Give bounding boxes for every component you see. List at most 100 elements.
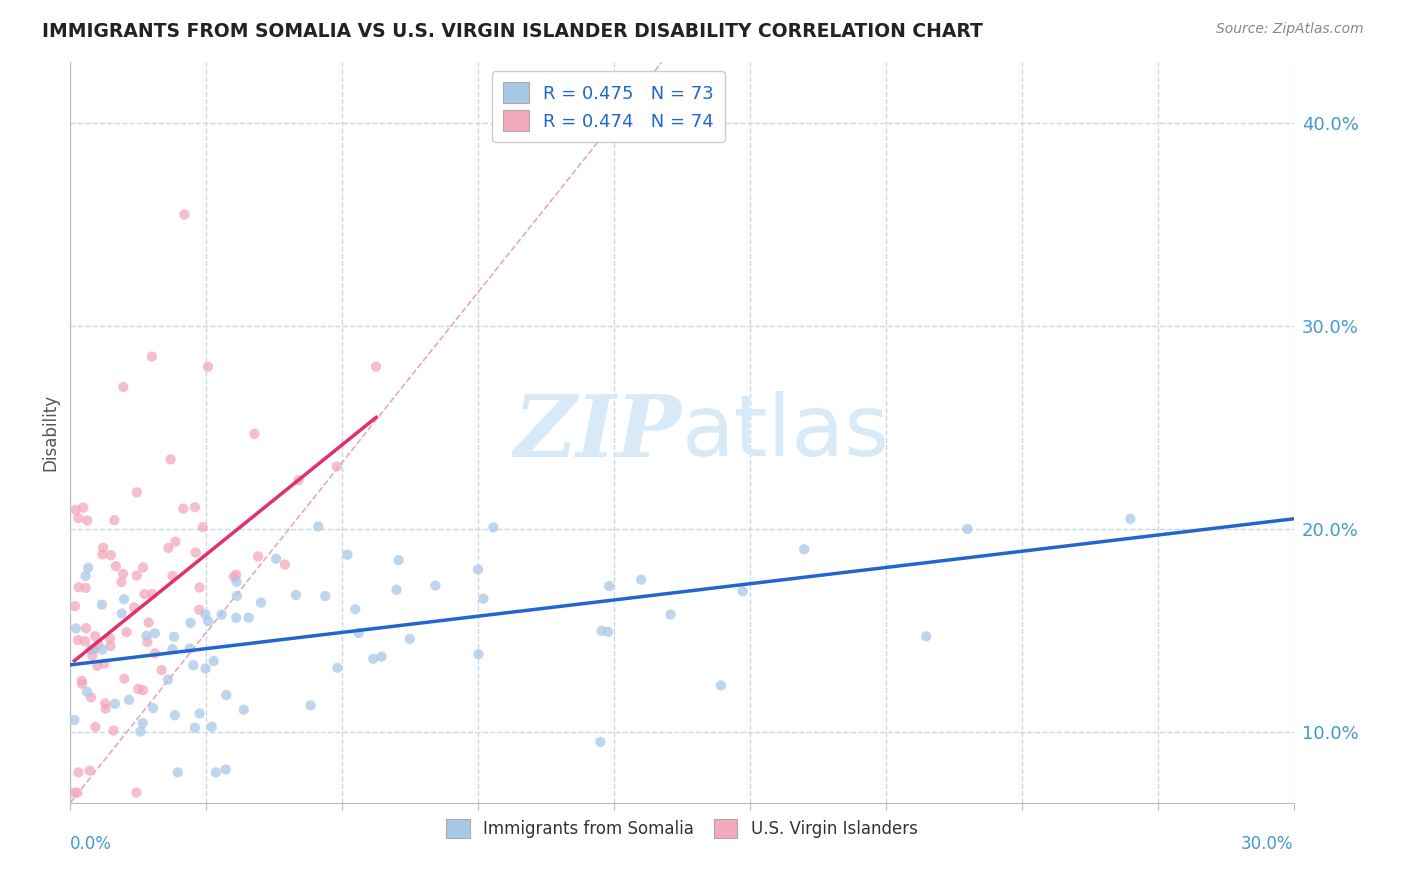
Point (188, 581, 211, 595)
Point (112, 592, 135, 607)
Point (347, 626, 370, 640)
Y-axis label: Disability: Disability (41, 394, 59, 471)
Point (110, 575, 132, 590)
Point (467, 562, 489, 576)
Point (250, 596, 273, 610)
Point (793, 542, 815, 557)
Point (287, 473, 309, 487)
Point (201, 720, 224, 734)
Point (115, 625, 138, 640)
Point (247, 549, 270, 564)
Point (299, 698, 322, 713)
Point (141, 587, 163, 601)
Point (75, 621, 97, 635)
Point (591, 624, 613, 638)
Point (363, 652, 385, 666)
Point (73, 634, 96, 648)
Point (156, 673, 179, 687)
Point (225, 567, 247, 582)
Point (104, 697, 127, 711)
Point (122, 600, 145, 615)
Point (132, 560, 155, 574)
Legend: Immigrants from Somalia, U.S. Virgin Islanders: Immigrants from Somalia, U.S. Virgin Isl… (439, 810, 925, 847)
Point (659, 607, 682, 622)
Point (232, 703, 254, 717)
Point (125, 786, 148, 800)
Point (91, 548, 114, 562)
Point (215, 688, 238, 702)
Point (197, 359, 219, 374)
Point (142, 701, 165, 715)
Point (238, 611, 260, 625)
Point (150, 663, 173, 677)
Point (63, 713, 86, 727)
Point (472, 591, 495, 606)
Point (134, 587, 156, 601)
Point (165, 534, 187, 549)
Point (65, 621, 87, 635)
Point (75, 569, 97, 583)
Point (243, 426, 266, 441)
Point (103, 513, 125, 527)
Point (127, 681, 149, 696)
Point (65, 503, 87, 517)
Point (76, 685, 98, 699)
Point (129, 724, 152, 739)
Point (70, 673, 93, 688)
Point (387, 553, 409, 567)
Point (284, 588, 307, 602)
Point (179, 641, 201, 656)
Point (125, 568, 148, 582)
Point (67, 511, 90, 525)
Point (225, 611, 247, 625)
Point (370, 649, 392, 664)
Point (162, 569, 184, 583)
Point (66, 786, 89, 800)
Point (80, 643, 103, 657)
Point (598, 579, 620, 593)
Text: ZIP: ZIP (515, 391, 682, 475)
Point (166, 765, 188, 780)
Point (325, 459, 347, 474)
Point (344, 602, 367, 616)
Point (398, 632, 420, 646)
Point (103, 723, 125, 738)
Point (188, 706, 211, 721)
Text: IMMIGRANTS FROM SOMALIA VS U.S. VIRGIN ISLANDER DISABILITY CORRELATION CHART: IMMIGRANTS FROM SOMALIA VS U.S. VIRGIN I… (42, 22, 983, 41)
Point (173, 208, 195, 222)
Point (162, 642, 184, 657)
Point (86, 659, 108, 673)
Point (138, 615, 160, 630)
Point (1119, 512, 1142, 526)
Point (183, 658, 205, 673)
Point (314, 589, 336, 603)
Point (111, 607, 134, 621)
Point (67, 765, 90, 780)
Point (172, 501, 194, 516)
Text: Source: ZipAtlas.com: Source: ZipAtlas.com (1216, 22, 1364, 37)
Point (143, 626, 166, 640)
Point (226, 589, 249, 603)
Point (326, 661, 349, 675)
Point (112, 672, 135, 686)
Point (91, 642, 114, 657)
Point (66, 633, 89, 648)
Point (84, 720, 107, 734)
Point (75, 581, 97, 595)
Point (94, 697, 117, 711)
Point (194, 661, 217, 675)
Point (90, 598, 112, 612)
Point (159, 452, 181, 467)
Point (598, 624, 620, 639)
Point (630, 573, 652, 587)
Point (143, 647, 166, 661)
Point (188, 603, 211, 617)
Point (125, 485, 148, 500)
Point (79, 764, 101, 778)
Point (118, 693, 141, 707)
Point (84, 629, 107, 643)
Point (589, 735, 612, 749)
Point (184, 721, 207, 735)
Point (100, 639, 122, 653)
Point (104, 559, 127, 574)
